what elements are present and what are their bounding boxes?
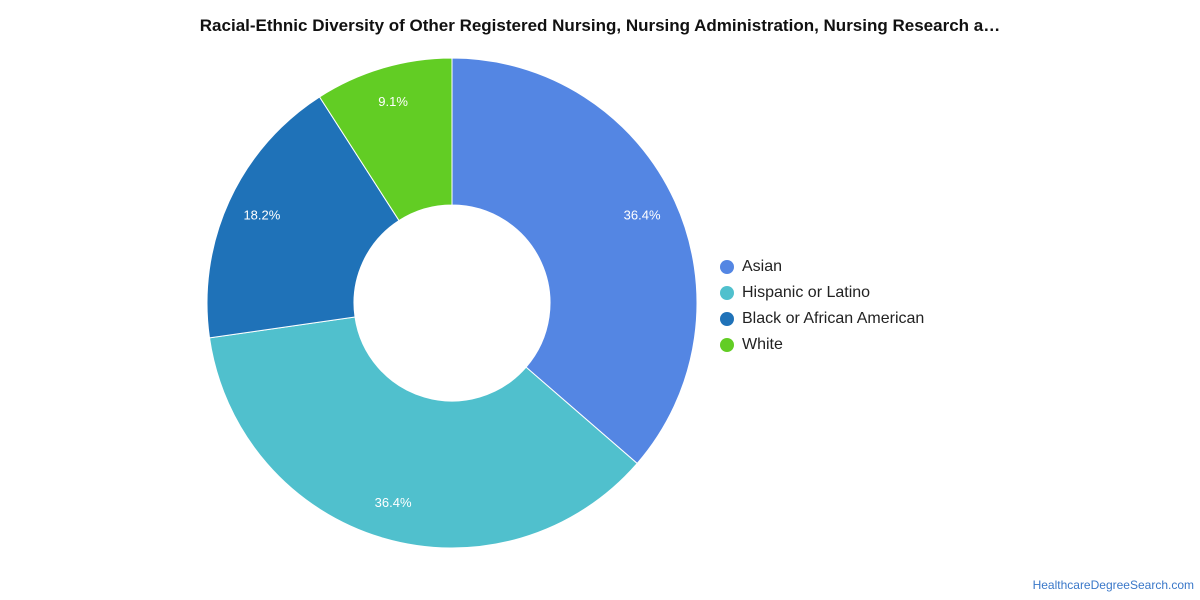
legend-item-black-or-african-american[interactable]: Black or African American	[720, 306, 924, 332]
legend-swatch-icon	[720, 260, 734, 274]
legend-item-white[interactable]: White	[720, 332, 924, 358]
legend-swatch-icon	[720, 286, 734, 300]
legend-label: White	[742, 336, 783, 353]
data-label-asian: 36.4%	[624, 208, 661, 223]
data-label-hispanic-or-latino: 36.4%	[375, 495, 412, 510]
chart-title: Racial-Ethnic Diversity of Other Registe…	[199, 16, 1001, 35]
legend-label: Asian	[742, 258, 783, 275]
slice-white[interactable]	[318, 57, 453, 222]
source-credit-link[interactable]: HealthcareDegreeSearch.com	[1032, 578, 1194, 592]
legend-swatch-icon	[720, 312, 734, 326]
slice-black-or-african-american[interactable]	[206, 96, 400, 339]
legend-label: Black or African American	[742, 310, 925, 327]
legend-item-hispanic-or-latino[interactable]: Hispanic or Latino	[720, 280, 924, 306]
slice-hispanic-or-latino[interactable]	[208, 316, 638, 549]
chart-legend: Asian Hispanic or Latino Black or African …	[720, 254, 924, 358]
legend-item-asian[interactable]: Asian	[720, 254, 924, 280]
legend-label: Hispanic or Latino	[742, 284, 871, 301]
data-label-black-or-african-american: 18.2%	[243, 208, 280, 223]
data-label-white: 9.1%	[378, 94, 408, 109]
legend-swatch-icon	[720, 338, 734, 352]
slice-asian[interactable]	[451, 57, 698, 465]
